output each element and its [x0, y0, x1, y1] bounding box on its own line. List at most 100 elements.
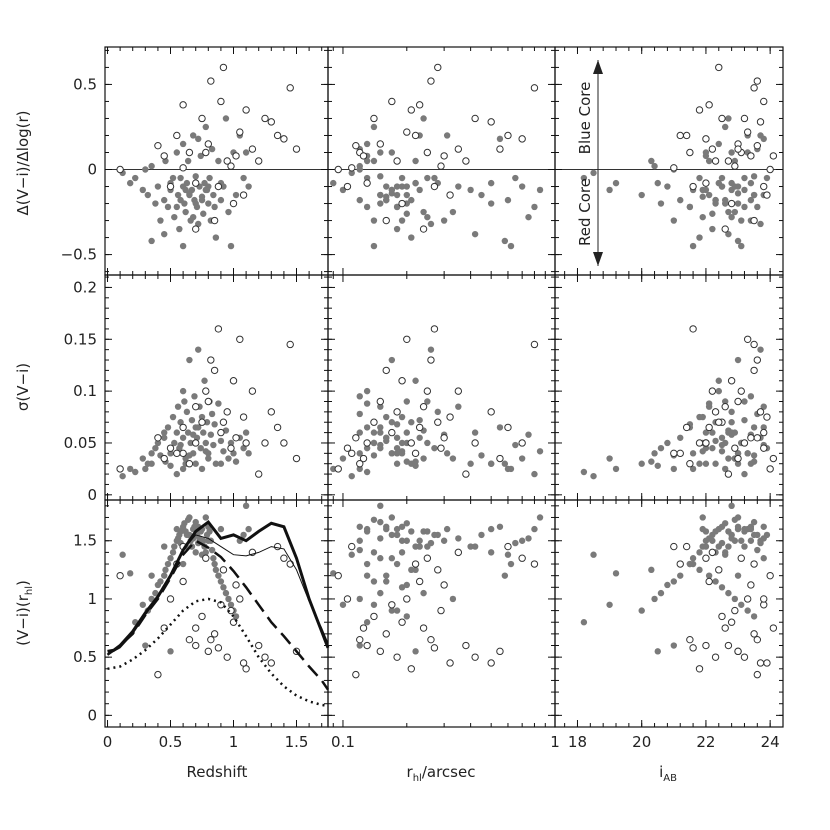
filled-point — [154, 439, 162, 447]
filled-point — [388, 356, 396, 364]
filled-point — [455, 403, 462, 410]
filled-point — [211, 560, 218, 568]
filled-point — [212, 566, 220, 574]
filled-point — [192, 460, 199, 467]
open-point — [116, 465, 124, 473]
filled-point — [705, 572, 713, 579]
filled-point — [393, 444, 401, 452]
filled-point — [760, 555, 767, 562]
filled-point — [217, 460, 225, 467]
open-point — [415, 577, 424, 586]
filled-point — [174, 403, 182, 410]
filled-point — [467, 460, 474, 467]
open-point — [356, 635, 364, 644]
filled-point — [119, 472, 126, 480]
filled-point — [741, 525, 748, 533]
filled-point — [348, 472, 355, 480]
filled-point — [398, 174, 406, 182]
filled-point — [750, 424, 758, 431]
filled-point — [728, 535, 735, 542]
filled-point — [696, 549, 703, 556]
open-point — [676, 449, 684, 458]
filled-point — [339, 455, 347, 462]
filled-point — [171, 439, 178, 447]
open-point — [267, 118, 276, 126]
filled-point — [718, 448, 726, 455]
filled-point — [518, 455, 526, 462]
filled-point — [225, 208, 232, 216]
filled-point — [478, 191, 485, 199]
filled-point — [370, 578, 378, 585]
open-point — [370, 114, 378, 123]
y-tick-label: 0.1 — [73, 382, 97, 400]
filled-point — [217, 437, 225, 445]
filled-point — [188, 416, 196, 424]
filled-point — [686, 203, 694, 211]
filled-point — [734, 460, 742, 467]
filled-point — [240, 531, 247, 539]
filled-point — [200, 429, 207, 436]
open-point — [711, 653, 720, 661]
ylabel-sigma: σ(V−i) — [14, 363, 32, 411]
filled-point — [728, 419, 735, 426]
filled-point — [370, 157, 378, 165]
filled-point — [501, 237, 509, 245]
open-point — [530, 560, 539, 568]
filled-point — [220, 448, 227, 455]
open-point — [273, 131, 282, 140]
filled-point — [171, 543, 178, 550]
filled-point — [424, 398, 431, 405]
filled-point — [699, 213, 706, 221]
open-point — [734, 647, 742, 656]
filled-point — [750, 173, 758, 180]
filled-point — [215, 157, 222, 165]
open-point — [280, 554, 288, 562]
open-point — [261, 439, 269, 447]
open-point — [334, 571, 342, 580]
filled-point — [670, 465, 678, 473]
panel-frame — [554, 499, 784, 728]
filled-point — [702, 543, 710, 550]
filled-point — [173, 525, 181, 533]
filled-point — [161, 196, 168, 204]
open-point — [721, 402, 729, 411]
open-point — [207, 635, 215, 644]
filled-point — [330, 179, 337, 187]
open-point — [343, 444, 352, 452]
panel-r2-c1: 0.1 1 — [327, 499, 560, 751]
open-point — [721, 624, 729, 632]
filled-point — [169, 413, 177, 421]
filled-point — [747, 537, 755, 544]
filled-point — [348, 551, 355, 558]
filled-point — [715, 387, 722, 395]
panel-grid: −0.500.500.050.10.150.200.511.50 0.5 1 1.5 0… — [61, 46, 784, 751]
filled-point — [398, 537, 406, 544]
open-point — [173, 449, 181, 458]
open-point — [352, 434, 360, 442]
filled-point — [590, 472, 597, 480]
filled-point — [760, 424, 767, 431]
open-point — [760, 182, 768, 191]
open-point — [363, 641, 371, 650]
filled-point — [189, 431, 197, 438]
filled-point — [192, 200, 199, 207]
open-point — [731, 606, 739, 615]
open-point — [179, 577, 187, 586]
filled-point — [408, 234, 415, 241]
x-tick-label: 1 — [229, 733, 239, 751]
filled-point — [705, 157, 713, 165]
open-point — [740, 653, 749, 661]
filled-point — [363, 424, 371, 431]
open-point — [214, 325, 223, 333]
filled-point — [152, 444, 159, 452]
open-point — [160, 624, 168, 632]
open-point — [160, 152, 168, 160]
filled-point — [232, 191, 240, 199]
filled-point — [167, 450, 174, 457]
filled-point — [225, 595, 232, 603]
filled-point — [525, 431, 532, 438]
filled-point — [718, 174, 726, 182]
open-point — [682, 131, 691, 140]
open-point — [239, 191, 248, 199]
filled-point — [212, 234, 220, 241]
